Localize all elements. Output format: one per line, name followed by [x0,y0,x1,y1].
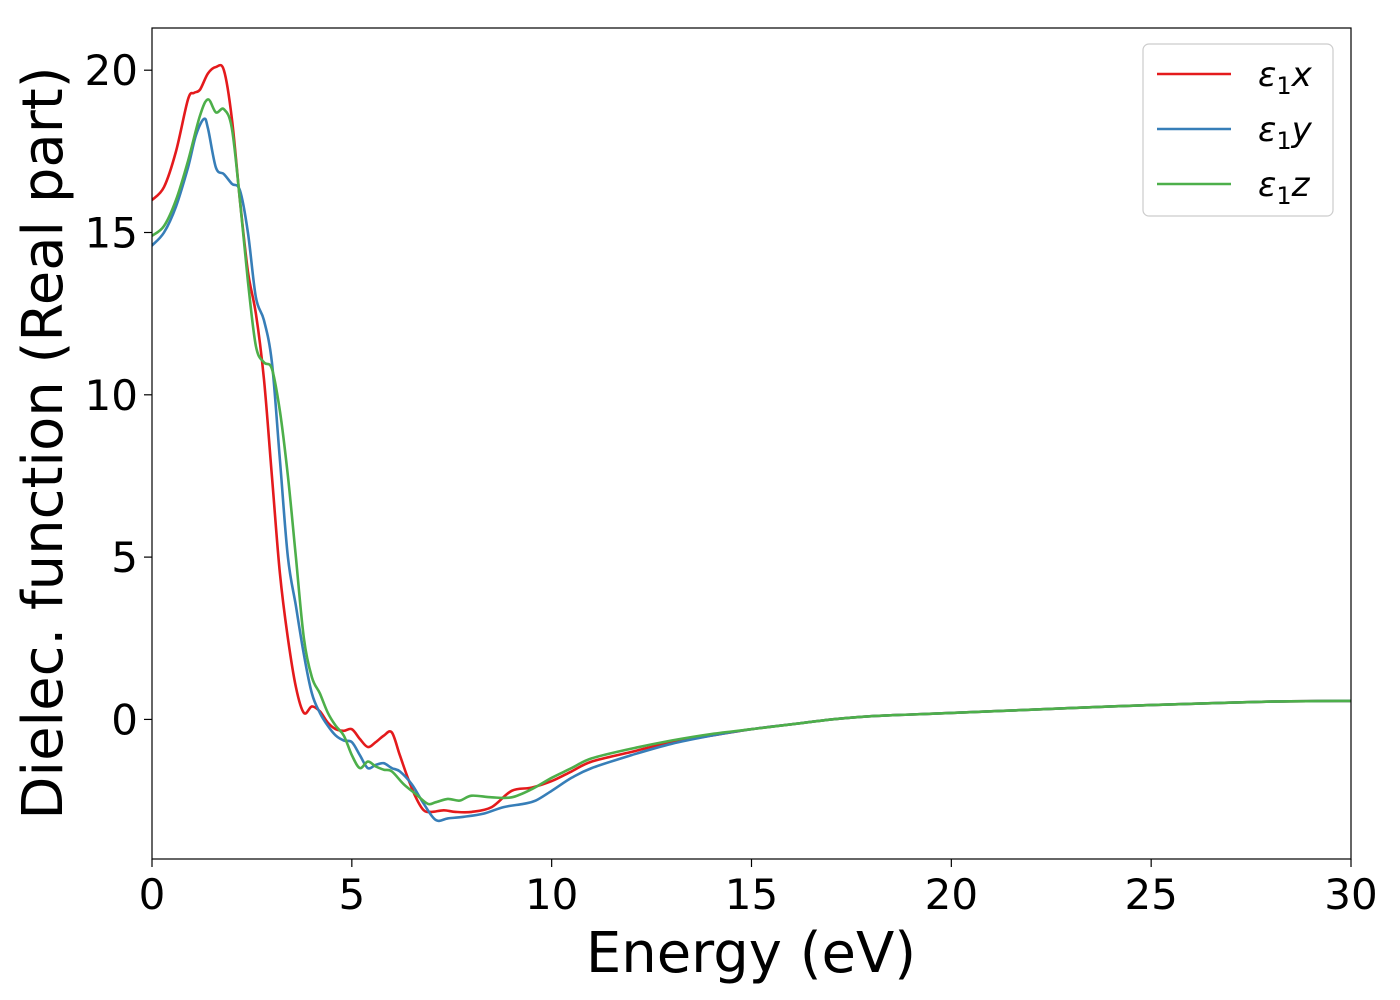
x-tick-label: 25 [1124,870,1177,919]
y-tick-label: 0 [111,695,138,744]
x-tick-label: 0 [139,870,166,919]
x-tick-label: 10 [525,870,578,919]
y-tick-label: 10 [85,371,138,420]
legend-label-x: ε1x [1258,55,1313,100]
y-axis-ticks: 0 5 10 15 20 [85,46,152,744]
x-tick-label: 20 [925,870,978,919]
x-tick-label: 5 [338,870,365,919]
legend: ε1x ε1y ε1z [1142,43,1334,217]
legend-entries: ε1x ε1y ε1z [1157,55,1313,210]
y-tick-label: 15 [85,209,138,258]
series-line-z [152,98,1351,806]
legend-label-z: ε1z [1258,165,1311,210]
series-line-y [152,117,1351,823]
legend-box [1142,43,1334,217]
x-tick-label: 15 [725,870,778,919]
x-axis-ticks: 0 5 10 15 20 25 30 [139,859,1378,919]
x-tick-label: 30 [1324,870,1377,919]
legend-label-y: ε1y [1258,110,1313,155]
series-layer [152,63,1351,823]
y-tick-label: 20 [85,46,138,95]
y-tick-label: 5 [111,533,138,582]
x-axis-label: Energy (eV) [586,921,916,986]
y-axis-label: Dielec. function (Real part) [11,66,76,819]
